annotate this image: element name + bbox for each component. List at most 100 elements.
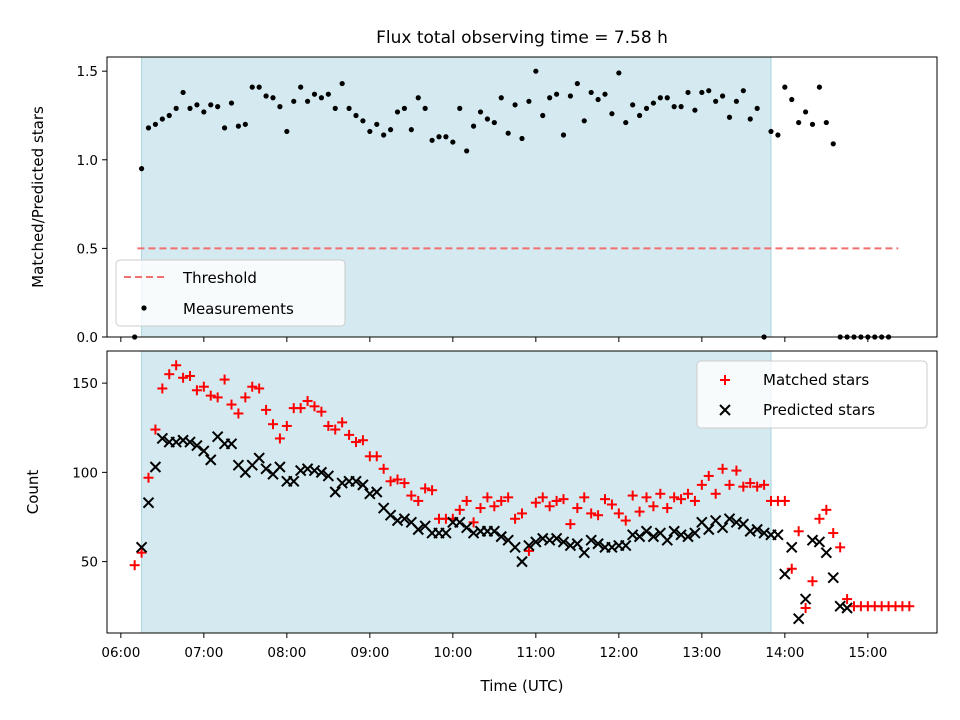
predicted-point — [516, 555, 528, 568]
measurement-point — [387, 127, 394, 133]
measurement-point — [540, 112, 546, 119]
bottom-observing-span — [141, 350, 772, 634]
measurements-series — [132, 68, 892, 340]
measurement-point — [602, 91, 608, 97]
measurement-point — [221, 125, 228, 131]
bottom-x-ticks: 06:00 07:00 08:00 09:00 10:00 11:00 12:00 13:00… — [101, 633, 887, 661]
matched-point — [330, 424, 341, 435]
measurement-point — [298, 84, 304, 90]
measurement-point — [332, 105, 338, 111]
measurement-point — [823, 119, 829, 126]
predicted-point — [813, 536, 826, 548]
top-x-ticks — [120, 337, 869, 342]
matched-point — [551, 495, 562, 506]
matched-point — [814, 513, 825, 524]
measurement-point — [789, 96, 795, 103]
predicted-point — [723, 513, 736, 525]
matched-point — [454, 504, 465, 515]
matched-point — [523, 545, 534, 556]
matched-point — [316, 406, 327, 417]
matched-point — [683, 488, 693, 499]
measurement-point — [505, 130, 511, 136]
predicted-point — [184, 436, 196, 448]
measurement-point — [477, 109, 484, 115]
matched-point — [517, 508, 527, 519]
predicted-point — [308, 464, 321, 477]
predicted-point — [384, 509, 397, 521]
predicted-point — [689, 527, 701, 539]
predicted-point — [509, 541, 521, 554]
predicted-point — [454, 516, 466, 529]
matched-point — [295, 403, 306, 414]
predicted-point — [571, 538, 584, 550]
measurement-point — [208, 102, 214, 108]
measurement-point — [256, 84, 262, 90]
matched-point — [724, 479, 735, 490]
predicted-point — [177, 434, 189, 446]
measurement-point — [664, 95, 670, 101]
measurement-point — [609, 111, 615, 117]
predicted-point — [336, 477, 348, 489]
matched-point — [427, 485, 438, 496]
matched-point — [392, 474, 403, 485]
matched-point — [233, 408, 244, 419]
measurement-point — [747, 116, 753, 122]
measurement-point — [374, 121, 380, 127]
predicted-point — [626, 529, 639, 541]
y-tick-label: 0.5 — [77, 241, 98, 257]
matched-point — [593, 510, 604, 521]
matched-point — [676, 494, 687, 505]
legend-plus-marker — [720, 375, 730, 385]
predicted-point — [640, 525, 653, 537]
legend-predicted-label: Predicted stars — [763, 401, 875, 419]
predicted-point — [557, 536, 570, 548]
measurement-point — [436, 134, 442, 140]
matched-point — [565, 519, 576, 530]
measurement-point — [512, 102, 518, 108]
matched-point — [357, 435, 368, 446]
predicted-point — [371, 486, 383, 498]
chart-title: Flux total observing time = 7.58 h — [376, 28, 668, 48]
matched-point — [842, 594, 853, 605]
measurement-point — [318, 95, 325, 101]
measurement-point — [263, 93, 269, 99]
matched-point — [281, 420, 292, 431]
predicted-point — [730, 516, 743, 529]
matched-point — [157, 383, 168, 394]
measurement-point — [450, 139, 456, 145]
measurement-point — [553, 91, 560, 97]
matched-point — [261, 404, 272, 415]
measurement-point — [802, 109, 809, 115]
predicted-point — [779, 568, 791, 580]
measurement-point — [408, 127, 414, 133]
predicted-point — [467, 527, 480, 539]
measurement-point — [816, 84, 823, 90]
predicted-point — [841, 602, 853, 614]
measurement-point — [560, 132, 567, 138]
predicted-point — [675, 529, 687, 541]
predicted-point — [149, 461, 162, 473]
y-tick-label: 50 — [81, 555, 98, 571]
matched-point — [164, 369, 175, 380]
matched-point — [904, 601, 915, 612]
matched-point — [510, 513, 521, 524]
matched-point — [655, 488, 666, 499]
predicted-point — [294, 464, 307, 477]
measurement-point — [726, 114, 733, 120]
measurement-point — [429, 137, 435, 143]
matched-point — [136, 547, 147, 558]
matched-point — [268, 419, 278, 430]
x-tick-label: 12:00 — [599, 645, 638, 661]
y-tick-label: 1.0 — [77, 153, 98, 169]
matched-point — [738, 481, 749, 492]
measurement-point — [796, 119, 802, 126]
legend-matched-swatch — [720, 375, 730, 385]
x-tick-label: 09:00 — [350, 645, 389, 661]
matched-point — [717, 463, 728, 474]
predicted-point — [357, 479, 369, 491]
matched-point — [759, 479, 770, 490]
y-tick-label: 1.5 — [77, 64, 98, 80]
measurement-point — [470, 123, 477, 129]
legend-threshold-label: Threshold — [182, 269, 257, 287]
measurement-point — [145, 125, 152, 131]
